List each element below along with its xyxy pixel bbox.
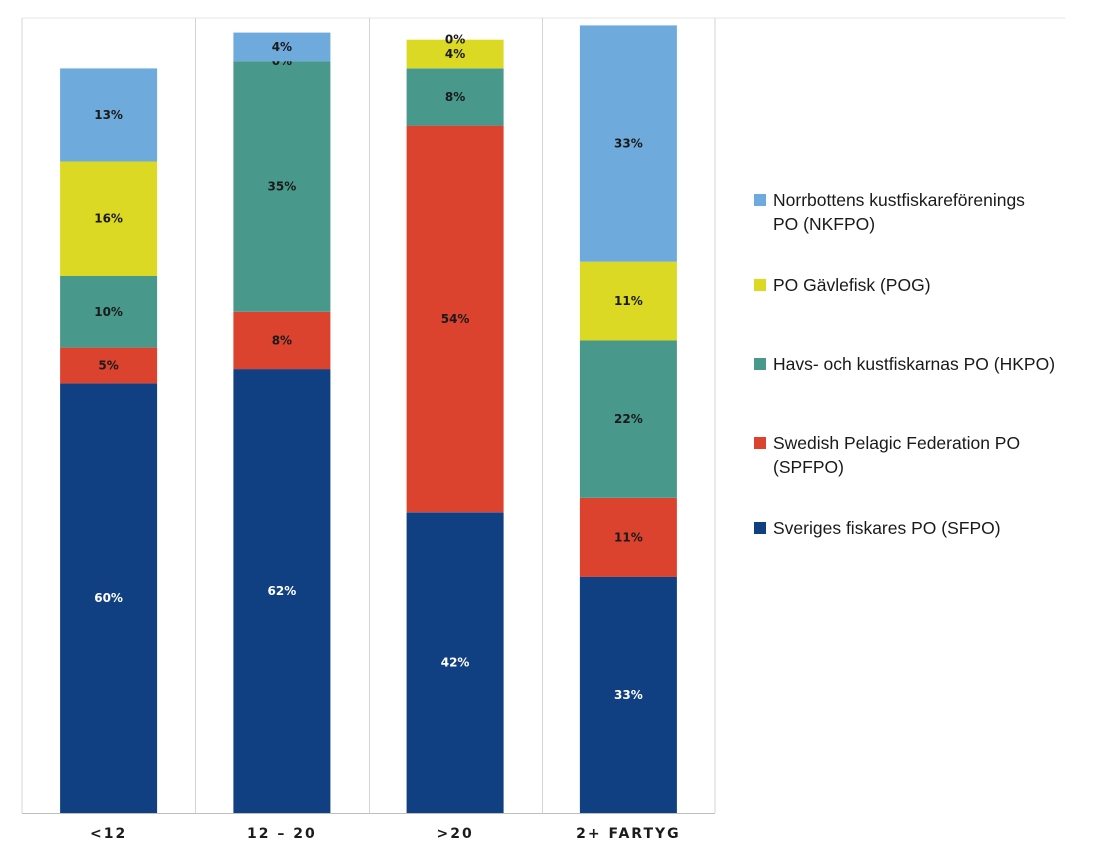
legend-swatch <box>754 358 766 370</box>
legend-label: Swedish Pelagic Federation PO (SPFPO) <box>773 433 1021 477</box>
legend-swatch <box>754 522 766 534</box>
bar-segment <box>60 68 158 162</box>
bar-segment <box>579 25 677 262</box>
legend-label: Havs- och kustfiskarnas PO (HKPO) <box>773 354 1056 374</box>
data-label: 11% <box>614 530 643 544</box>
bar-segment <box>233 369 331 813</box>
category-label: 2+ FARTYG <box>576 826 680 842</box>
data-label: 8% <box>445 90 465 104</box>
bar-segment <box>579 576 677 813</box>
bar-segment <box>233 32 331 62</box>
bar-segment <box>60 347 158 384</box>
bar-segment <box>60 383 158 813</box>
bar-segment <box>233 311 331 370</box>
legend-swatch <box>754 437 766 449</box>
data-label: 8% <box>272 333 292 347</box>
data-label: 33% <box>614 137 643 151</box>
bar-segment <box>233 61 331 312</box>
data-label: 4% <box>272 40 292 54</box>
data-label: 62% <box>268 584 297 598</box>
legend-item: Havs- och kustfiskarnas PO (HKPO) <box>754 352 1090 376</box>
bar-segment <box>60 161 158 276</box>
category-label: >20 <box>436 826 473 842</box>
category-label: 12 – 20 <box>247 826 317 842</box>
bar-segment <box>579 340 677 498</box>
bar-segment <box>579 261 677 341</box>
legend-label: Sveriges fiskares PO (SFPO) <box>773 518 1001 538</box>
bar-segment <box>406 68 504 126</box>
bar-segment <box>406 512 504 813</box>
data-label: 5% <box>98 359 118 373</box>
data-label: 0% <box>445 33 465 47</box>
data-label: 60% <box>94 591 123 605</box>
legend-item: Sveriges fiskares PO (SFPO) <box>754 516 1090 540</box>
data-label: 16% <box>94 212 123 226</box>
data-label: 42% <box>441 656 470 670</box>
data-label: 13% <box>94 108 123 122</box>
bar-segment <box>406 39 504 69</box>
legend-swatch <box>754 194 766 206</box>
legend-item: PO Gävlefisk (POG) <box>754 273 1090 297</box>
bar-segment <box>579 498 677 577</box>
data-label: 33% <box>614 688 643 702</box>
bar-segment <box>60 276 158 348</box>
data-label: 10% <box>94 305 123 319</box>
legend-item: Norrbottens kustfiskareförenings PO (NKFP… <box>754 188 1090 236</box>
data-label: 22% <box>614 412 643 426</box>
data-label: 35% <box>268 180 297 194</box>
category-label: <12 <box>90 826 127 842</box>
legend-item: Swedish Pelagic Federation PO (SPFPO) <box>754 431 1090 479</box>
data-label: 4% <box>445 47 465 61</box>
data-label: 54% <box>441 312 470 326</box>
legend-label: Norrbottens kustfiskareförenings PO (NKFP… <box>773 190 1025 234</box>
bar-segment <box>406 125 504 513</box>
data-label: 11% <box>614 294 643 308</box>
legend-label: PO Gävlefisk (POG) <box>773 275 931 295</box>
legend-swatch <box>754 279 766 291</box>
